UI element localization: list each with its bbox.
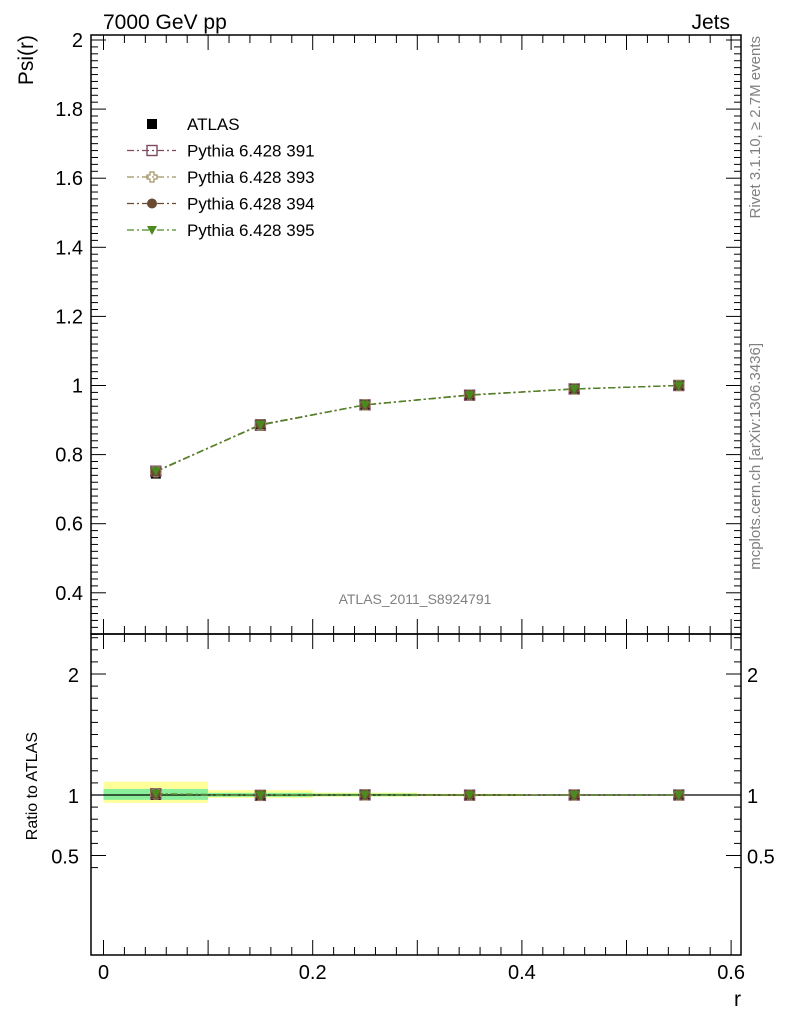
legend-label-2: Pythia 6.428 393 [187,168,315,187]
main-y-tick-label: 1.4 [55,237,83,259]
ratio-y-axis-label: Ratio to ATLAS [24,732,41,840]
legend-label-4: Pythia 6.428 395 [187,221,315,240]
main-line-pythia-6.428-391 [155,384,679,472]
main-y-tick-label: 0.6 [55,514,83,536]
x-axis-label: r [734,988,741,1011]
analysis-label: ATLAS_2011_S8924791 [339,591,492,607]
main-point-4-4 [569,384,580,394]
legend-marker-1 [146,144,158,157]
mcplots-reference-text: mcplots.cern.ch [arXiv:1306.3436] [747,343,764,570]
ratio-point-4-4 [569,791,580,800]
ratio-point-4-1 [255,791,266,801]
main-y-tick-label: 1.8 [55,99,83,121]
x-tick-label: 0.6 [717,962,745,984]
main-line-pythia-6.428-395 [155,384,679,472]
rivet-version-text: Rivet 3.1.10, ≥ 2.7M events [747,36,764,219]
main-line-pythia-6.428-393 [155,384,679,473]
ratio-uncertainty-bands [91,781,741,803]
axis-ticks [91,35,741,955]
legend-marker-3 [147,198,157,209]
main-y-axis-label: Psi(r) [15,35,38,85]
main-point-4-2 [360,400,370,410]
ratio-y-tick-label-right: 0.5 [747,847,775,869]
main-y-tick-label: 1.6 [55,168,83,190]
ratio-series-lines [155,793,679,796]
x-tick-label: 0 [98,962,109,984]
ratio-y-tick-label-right: 1 [747,786,758,808]
ratio-point-4-2 [360,790,370,800]
header-left-label: 7000 GeV pp [103,11,227,34]
legend-label-0: ATLAS [187,115,240,134]
main-point-4-3 [464,391,475,401]
ratio-y-tick-label-left: 2 [68,665,79,687]
main-y-tick-label: 0.4 [55,583,83,605]
main-y-tick-label: 1 [72,376,83,398]
ratio-y-tick-label-left: 1 [68,786,79,808]
main-y-tick-label: 2 [72,30,83,52]
x-tick-label: 0.4 [508,962,536,984]
legend-marker-0 [147,119,157,129]
ratio-y-tick-label-left: 0.5 [51,847,79,869]
legend-label-1: Pythia 6.428 391 [187,142,315,161]
header-right-label: Jets [691,11,730,34]
ratio-series-markers [150,788,685,802]
legend-marker-2 [146,171,158,183]
main-y-tick-label: 1.2 [55,306,83,328]
main-point-4-0 [150,467,161,477]
main-point-4-1 [255,420,266,430]
legend-marker-4 [147,226,157,235]
ratio-line-pythia-6.428-395 [155,793,679,796]
ratio-point-4-5 [673,791,684,800]
main-series-markers [150,379,685,479]
main-y-tick-label: 0.8 [55,445,83,467]
main-series-lines [155,384,679,473]
ratio-point-4-0 [150,789,161,799]
axis-tick-labels: 0.4 0.6 0.8 1 1.2 1.4 1.6 1.8 2 0.5 0.5 1 1 2 2 0 0.2 0.4… [51,30,775,984]
ratio-y-tick-label-right: 2 [747,665,758,687]
main-line-pythia-6.428-394 [155,384,679,473]
legend: ATLAS Pythia 6.428 391 Pythia 6.428 393 Pyt… [127,115,315,240]
ratio-point-4-3 [464,791,475,801]
legend-label-3: Pythia 6.428 394 [187,195,315,214]
x-tick-label: 0.2 [299,962,327,984]
main-point-4-5 [673,381,684,391]
